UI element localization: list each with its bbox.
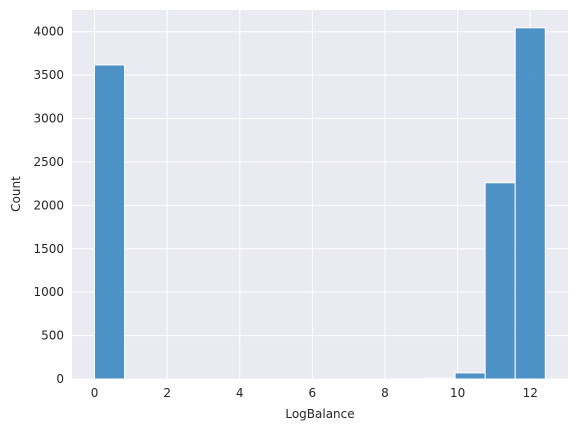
y-tick-label: 4000 [33, 25, 64, 39]
x-axis-label: LogBalance [285, 407, 354, 421]
y-tick-label: 3500 [33, 68, 64, 82]
x-tick-label: 10 [450, 386, 465, 400]
x-tick-label: 8 [381, 386, 389, 400]
histogram-bar [484, 182, 516, 380]
histogram-bars [94, 27, 546, 380]
y-tick-labels: 0 500 1000 1500 2000 2500 3000 3500 4000 [33, 25, 64, 386]
y-tick-label: 2500 [33, 155, 64, 169]
x-tick-label: 2 [163, 386, 171, 400]
x-tick-label: 0 [91, 386, 99, 400]
histogram-bar [424, 377, 456, 380]
y-tick-label: 1500 [33, 242, 64, 256]
histogram-bar [94, 64, 126, 380]
y-tick-label: 1000 [33, 285, 64, 299]
x-tick-label: 6 [309, 386, 317, 400]
histogram-bar [514, 27, 546, 380]
x-tick-label: 12 [523, 386, 538, 400]
y-tick-label: 2000 [33, 198, 64, 212]
x-tick-label: 4 [236, 386, 244, 400]
y-axis-label: Count [9, 176, 23, 212]
x-tick-labels: 0 2 4 6 8 10 12 [91, 386, 538, 400]
y-tick-label: 500 [41, 329, 64, 343]
y-tick-label: 0 [56, 372, 64, 386]
histogram-bar [454, 372, 486, 380]
y-tick-label: 3000 [33, 112, 64, 126]
